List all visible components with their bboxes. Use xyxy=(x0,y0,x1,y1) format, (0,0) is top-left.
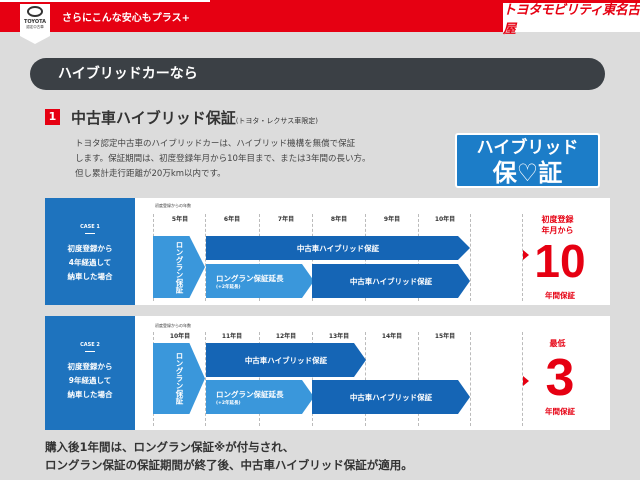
case-panel: CASE 2 初度登録から 9年経過して 納車した場合 初度登録からの年数 10… xyxy=(45,316,610,430)
item-title: 中古車ハイブリッド保証(トヨタ・レクサス車限定) xyxy=(71,107,318,128)
result-bottom: 年間保証 xyxy=(545,407,575,416)
item-title-text: 中古車ハイブリッド保証 xyxy=(71,109,236,127)
year-gridline xyxy=(470,214,471,301)
year-label: 6年目 xyxy=(223,216,241,223)
item-number: 1 xyxy=(45,109,60,125)
year-label: 8年目 xyxy=(330,216,348,223)
year-label: 13年目 xyxy=(328,333,350,340)
description-line: します。保証期間は、初度登録年月から10年目まで、または3年間の長い方。 xyxy=(75,154,371,164)
year-label: 11年目 xyxy=(221,333,243,340)
badge-line1: ハイブリッド xyxy=(476,138,579,158)
case-desc: 初度登録から xyxy=(67,244,113,253)
longrun-bar: ロングラン保証 xyxy=(153,236,205,298)
description-line: トヨタ認定中古車のハイブリッドカーは、ハイブリッド機構を無償で保証 xyxy=(75,139,356,149)
result-top: 初度登録年月から xyxy=(541,215,574,235)
result-number: 10 xyxy=(534,235,586,287)
year-label: 14年目 xyxy=(381,333,403,340)
hybrid-warranty-badge: ハイブリッド 保♡証 xyxy=(455,133,600,188)
year-caption: 初度登録からの年数 xyxy=(155,203,191,208)
footer-line: 購入後1年間は、ロングラン保証※が付与され、 xyxy=(45,440,295,454)
toyota-emblem-icon xyxy=(27,6,43,17)
year-gridline xyxy=(312,332,313,426)
longrun-extension-bar: ロングラン保証延長 (+2年延長) xyxy=(206,380,314,414)
year-gridline xyxy=(205,332,206,426)
hybrid-warranty-bar: 中古車ハイブリッド保証 xyxy=(206,236,470,260)
description: トヨタ認定中古車のハイブリッドカーは、ハイブリッド機構を無償で保証 します。保証… xyxy=(75,137,445,182)
case-desc: 納車した場合 xyxy=(67,390,113,399)
year-gridline xyxy=(259,332,260,426)
case-desc: 9年経過して xyxy=(68,376,112,385)
year-gridline xyxy=(365,332,366,426)
red-arrow-icon xyxy=(523,376,529,386)
brand-logo[interactable]: トヨタモビリティ東名古屋 xyxy=(503,2,640,37)
logo-text: TOYOTA xyxy=(23,19,47,25)
longrun-extension-bar: ロングラン保証延長 (+2年延長) xyxy=(206,264,314,298)
logo-sub: 認定中古車 xyxy=(26,25,44,29)
case-label-box: CASE 2 初度登録から 9年経過して 納車した場合 xyxy=(45,316,135,430)
year-gridline xyxy=(522,214,523,301)
item-note: (トヨタ・レクサス車限定) xyxy=(235,117,319,125)
case-label: CASE 2 xyxy=(80,342,100,348)
section-title: ハイブリッドカーなら xyxy=(30,58,605,90)
ext-note: (+2年延長) xyxy=(216,284,241,290)
year-label: 12年目 xyxy=(275,333,297,340)
hybrid-warranty-bar-2: 中古車ハイブリッド保証 xyxy=(312,264,470,298)
red-arrow-icon xyxy=(523,250,529,260)
year-gridline xyxy=(470,332,471,426)
result-bottom: 年間保証 xyxy=(545,291,575,300)
year-gridline xyxy=(418,332,419,426)
year-label: 15年目 xyxy=(434,333,456,340)
longrun-bar: ロングラン保証 xyxy=(153,343,205,414)
divider xyxy=(85,351,95,352)
year-label: 10年目 xyxy=(169,333,191,340)
year-label: 10年目 xyxy=(434,216,456,223)
badge-line2: 保♡証 xyxy=(492,159,563,187)
footer-line: ロングラン保証の保証期間が終了後、中古車ハイブリッド保証が適用。 xyxy=(45,458,413,472)
hybrid-warranty-bar-2: 中古車ハイブリッド保証 xyxy=(312,380,470,414)
year-label: 7年目 xyxy=(277,216,295,223)
divider xyxy=(85,233,95,234)
ext-label: ロングラン保証延長 xyxy=(216,389,284,399)
year-gridline xyxy=(522,332,523,426)
case-label-box: CASE 1 初度登録から 4年経過して 納車した場合 xyxy=(45,198,135,305)
year-gridline xyxy=(205,214,206,301)
toyota-logo[interactable]: TOYOTA 認定中古車 xyxy=(20,4,50,44)
top-strip xyxy=(0,0,210,2)
case-desc: 4年経過して xyxy=(68,258,112,267)
result-number: 3 xyxy=(545,349,575,407)
result-top: 最低 xyxy=(549,339,566,348)
year-label: 5年目 xyxy=(171,216,189,223)
tagline: さらにこんな安心もプラス+ xyxy=(62,13,190,24)
case-desc: 初度登録から xyxy=(67,362,113,371)
footer-note: 購入後1年間は、ロングラン保証※が付与され、 ロングラン保証の保証期間が終了後、… xyxy=(45,438,413,474)
ext-note: (+2年延長) xyxy=(216,400,241,406)
case-panel: CASE 1 初度登録から 4年経過して 納車した場合 初度登録からの年数 5年… xyxy=(45,198,610,305)
year-label: 9年目 xyxy=(383,216,401,223)
case-desc: 納車した場合 xyxy=(67,272,113,281)
year-caption: 初度登録からの年数 xyxy=(155,323,191,328)
ext-label: ロングラン保証延長 xyxy=(216,273,284,283)
hybrid-warranty-bar: 中古車ハイブリッド保証 xyxy=(206,343,366,377)
case-label: CASE 1 xyxy=(80,224,100,230)
description-line: 但し累計走行距離が20万km以内です。 xyxy=(75,169,226,179)
